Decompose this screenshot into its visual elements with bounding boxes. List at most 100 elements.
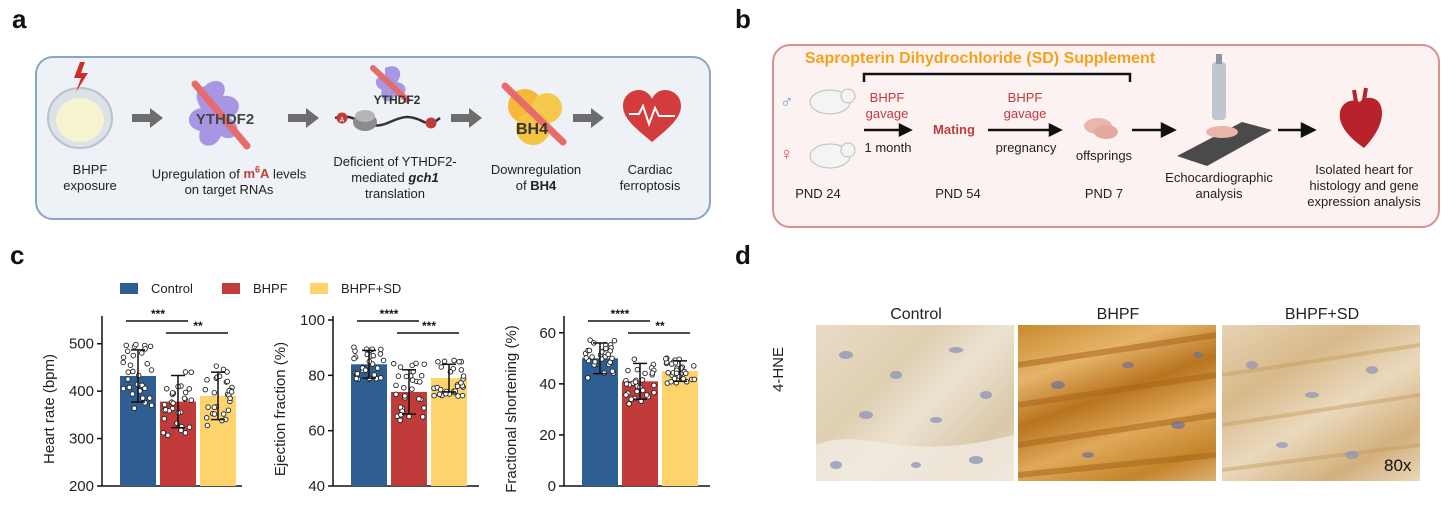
data-point bbox=[639, 377, 646, 383]
data-point bbox=[625, 367, 631, 374]
caption-line: expression analysis bbox=[1307, 194, 1421, 209]
arrow-icons bbox=[864, 121, 1317, 139]
y-tick-label: 60 bbox=[308, 423, 325, 440]
data-point bbox=[353, 375, 360, 382]
data-point bbox=[611, 337, 618, 344]
data-point bbox=[400, 384, 407, 391]
data-point bbox=[378, 375, 384, 381]
data-point bbox=[380, 357, 387, 364]
caption-line: Upregulation of m6A levels bbox=[140, 162, 318, 182]
data-point bbox=[204, 377, 210, 383]
caption-cardiac-ferroptosis: Cardiac ferroptosis bbox=[600, 162, 700, 194]
data-point bbox=[603, 345, 609, 352]
caption-ythdf2-deficiency: Deficient of YTHDF2- mediated gch1 trans… bbox=[320, 154, 470, 202]
data-point bbox=[634, 366, 641, 373]
micrograph-bhpf bbox=[1017, 325, 1217, 481]
data-point bbox=[211, 411, 218, 417]
timepoint-pnd7: PND 7 bbox=[1084, 186, 1124, 201]
data-point bbox=[139, 350, 145, 356]
column-header-bhpf-sd: BHPF+SD bbox=[1284, 306, 1360, 323]
data-point bbox=[691, 376, 698, 383]
gch1-text: gch1 bbox=[408, 170, 439, 185]
data-point bbox=[228, 389, 235, 395]
data-point bbox=[225, 407, 232, 414]
pathway-box bbox=[35, 56, 711, 220]
y-axis-label: Heart rate (bpm) bbox=[41, 354, 58, 464]
data-point bbox=[643, 392, 650, 398]
data-point bbox=[161, 402, 168, 408]
data-point bbox=[642, 370, 648, 377]
data-point bbox=[409, 377, 416, 383]
data-point bbox=[416, 379, 423, 385]
data-point bbox=[182, 369, 189, 375]
arrow-icons bbox=[132, 108, 604, 128]
ythdf2-protein-icon bbox=[188, 80, 251, 150]
data-point bbox=[402, 393, 408, 399]
data-point bbox=[438, 364, 445, 370]
data-point bbox=[203, 415, 210, 421]
y-axis-label: Ejection fraction (%) bbox=[272, 342, 289, 476]
data-point bbox=[186, 424, 193, 430]
data-point bbox=[351, 355, 357, 362]
legend-control: Control bbox=[151, 281, 193, 296]
data-point bbox=[623, 392, 629, 398]
heart-analysis-label: Isolated heart for histology and gene ex… bbox=[1294, 162, 1434, 210]
data-point bbox=[683, 370, 689, 377]
data-point bbox=[188, 397, 195, 403]
data-point bbox=[162, 406, 169, 413]
y-tick-label: 20 bbox=[539, 427, 556, 444]
legend-bhpf-sd: BHPF+SD bbox=[341, 281, 402, 296]
timepoint-pnd54: PND 54 bbox=[935, 186, 981, 201]
data-point bbox=[673, 370, 680, 377]
heart-icon bbox=[623, 90, 681, 142]
data-point bbox=[585, 375, 591, 381]
y-tick-label: 80 bbox=[308, 367, 325, 384]
data-point bbox=[220, 366, 227, 373]
data-point bbox=[160, 429, 167, 436]
data-point bbox=[628, 396, 634, 402]
y-tick-label: 100 bbox=[300, 312, 325, 329]
data-point bbox=[421, 361, 427, 367]
data-point bbox=[140, 395, 146, 401]
mouse-icons bbox=[809, 88, 856, 169]
data-point bbox=[120, 385, 127, 392]
data-point bbox=[668, 361, 675, 367]
data-point bbox=[161, 415, 168, 422]
data-point bbox=[397, 364, 404, 370]
data-point bbox=[220, 411, 227, 417]
caption-bhpf-exposure: BHPF exposure bbox=[40, 162, 140, 194]
legend-swatch-control bbox=[120, 283, 138, 294]
y-tick-label: 60 bbox=[539, 325, 556, 342]
data-point bbox=[437, 386, 444, 393]
data-point bbox=[182, 430, 189, 436]
data-point bbox=[583, 355, 589, 361]
data-point bbox=[169, 390, 176, 396]
data-point bbox=[205, 404, 211, 410]
ythdf2-label: YTHDF2 bbox=[196, 111, 254, 128]
data-point bbox=[586, 347, 593, 354]
data-point bbox=[626, 401, 632, 407]
data-point bbox=[131, 405, 138, 411]
data-point bbox=[182, 389, 189, 396]
data-point bbox=[374, 365, 381, 371]
y-axis-label: Fractional shortening (%) bbox=[503, 325, 520, 493]
caption-text: levels bbox=[269, 166, 307, 182]
mating-label: Mating bbox=[933, 122, 975, 137]
caption-line: Cardiac bbox=[627, 162, 673, 177]
micrograph-texture bbox=[1017, 332, 1217, 478]
data-point bbox=[227, 395, 233, 402]
data-point bbox=[409, 386, 415, 392]
caption-line: ferroptosis bbox=[619, 178, 681, 193]
data-point bbox=[431, 392, 437, 399]
m6a-a: A bbox=[260, 166, 270, 182]
data-point bbox=[451, 357, 457, 364]
panel-letter-d: d bbox=[735, 240, 751, 270]
caption-line: Isolated heart for bbox=[1315, 162, 1413, 177]
petri-dish-icon bbox=[47, 62, 113, 149]
data-point bbox=[130, 368, 136, 375]
data-point bbox=[146, 395, 153, 401]
micrograph-texture bbox=[816, 347, 1014, 481]
data-point bbox=[649, 370, 656, 376]
caption-line: on target RNAs bbox=[184, 182, 274, 198]
